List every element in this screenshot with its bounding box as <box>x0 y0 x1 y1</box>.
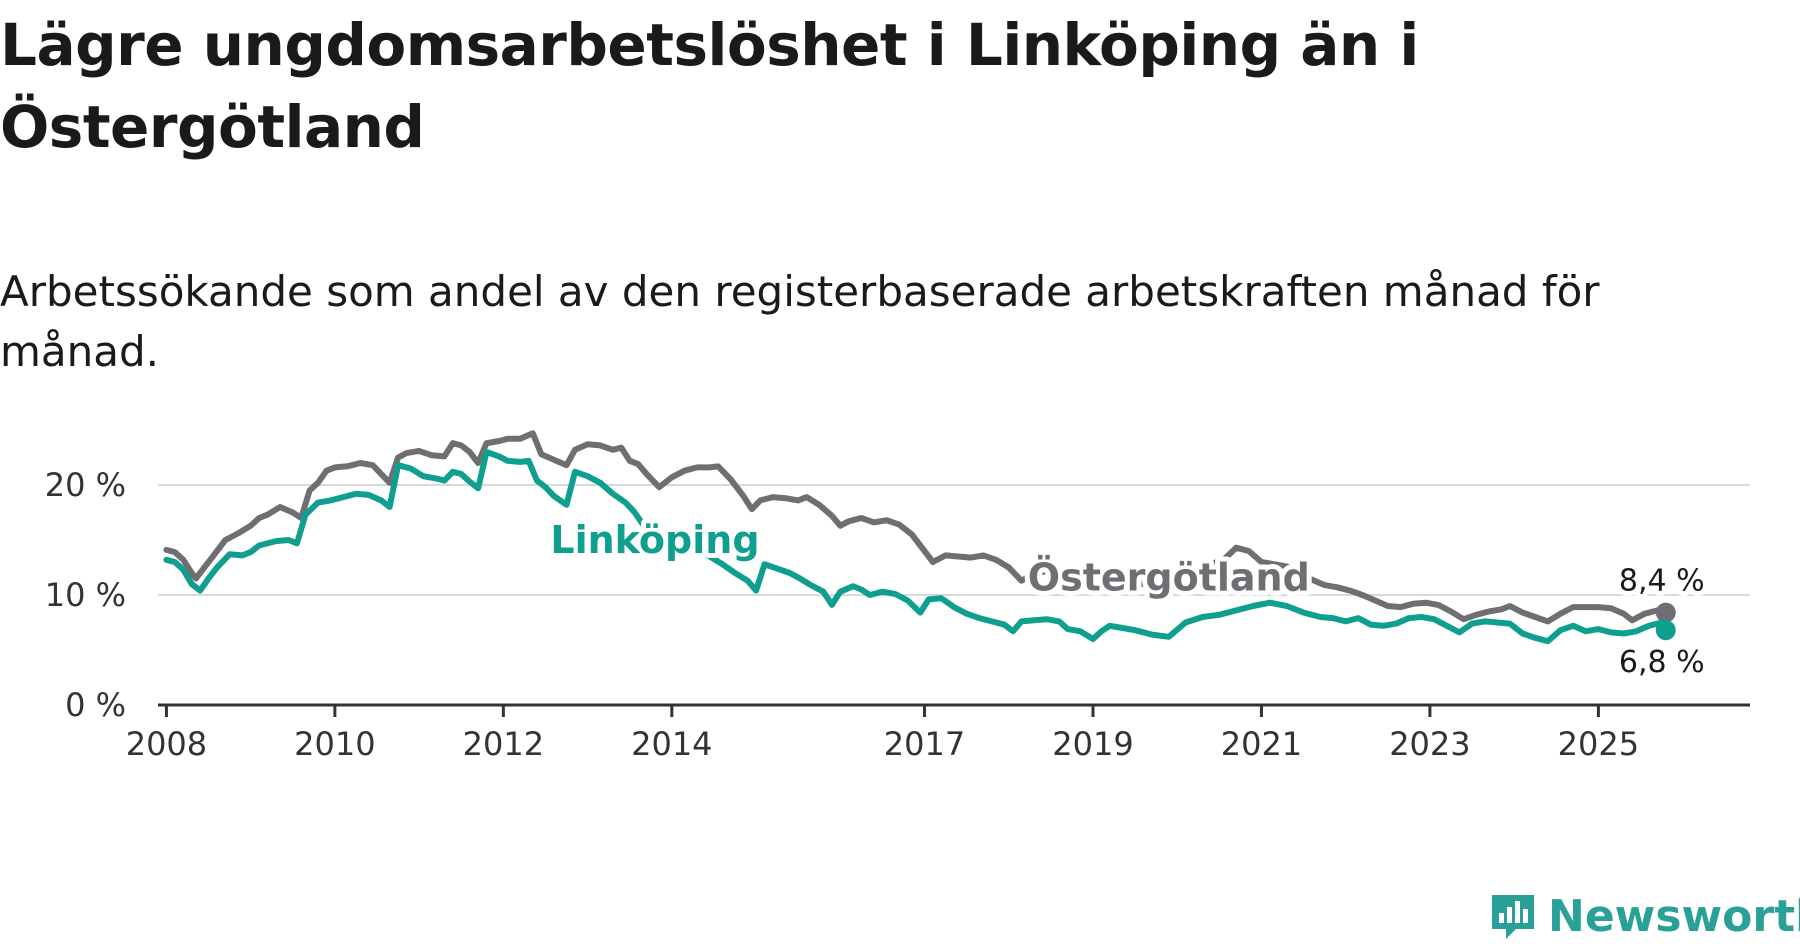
newsworthy-logo-icon <box>1492 895 1534 939</box>
x-tick-label: 2023 <box>1389 725 1470 763</box>
y-axis-ticks: 0 % 10 % 20 % <box>45 466 126 724</box>
series-name-label: Linköping <box>550 518 759 562</box>
series-name-label: Östergötland <box>1028 556 1310 600</box>
x-tick-label: 2025 <box>1558 725 1639 763</box>
chart-subtitle: Arbetssökande som andel av den registerb… <box>0 267 1600 376</box>
y-tick-label: 0 % <box>65 686 126 724</box>
y-tick-label: 10 % <box>45 576 126 614</box>
series-line-östergötland <box>163 430 1669 625</box>
end-point-linköping <box>1655 620 1676 641</box>
newsworthy-logo: Newsworthy <box>1488 884 1800 948</box>
x-tick-label: 2019 <box>1052 725 1133 763</box>
x-tick-label: 2010 <box>294 725 375 763</box>
x-axis-ticks: 2008 2010 2012 2014 2017 2019 2021 2023 2025 <box>126 705 1639 763</box>
series-lines <box>163 430 1676 645</box>
chart-title: Lägre ungdomsarbetslöshet i Linköping än… <box>0 11 1419 161</box>
x-tick-label: 2012 <box>463 725 544 763</box>
series-line-linköping <box>163 449 1669 645</box>
x-tick-label: 2008 <box>126 725 207 763</box>
x-tick-label: 2014 <box>631 725 712 763</box>
gridlines <box>158 484 1750 596</box>
end-value-label: 6,8 % <box>1619 645 1705 680</box>
series-labels: 8,4 % Östergötland 6,8 % Linköping <box>545 513 1709 685</box>
x-tick-label: 2017 <box>884 725 965 763</box>
y-tick-label: 20 % <box>45 466 126 504</box>
line-chart: 0 % 10 % 20 % 2008 2010 2012 2014 2017 2019 2021… <box>45 430 1750 763</box>
newsworthy-logo-text: Newsworthy <box>1548 890 1800 942</box>
end-point-östergötland <box>1655 602 1676 623</box>
x-tick-label: 2021 <box>1221 725 1302 763</box>
end-value-label: 8,4 % <box>1619 564 1705 599</box>
